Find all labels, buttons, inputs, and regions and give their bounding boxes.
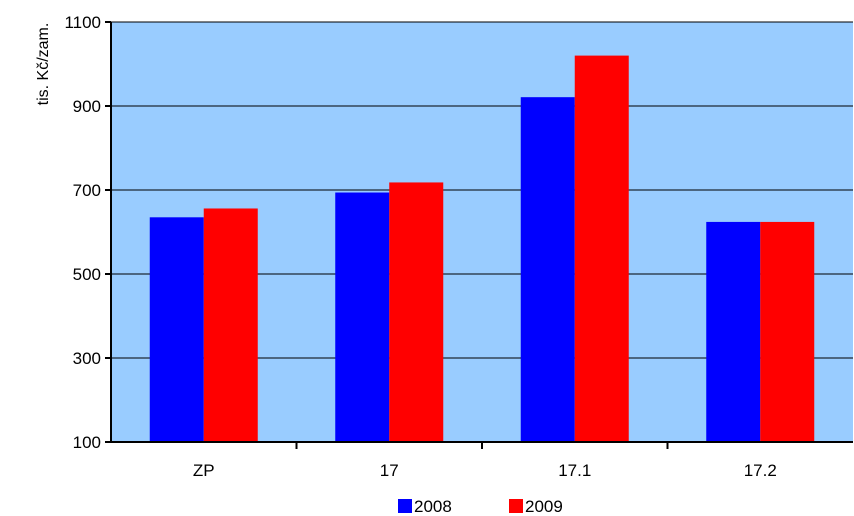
legend: 2008 2009 — [398, 497, 563, 516]
legend-swatch-2009 — [509, 499, 523, 513]
y-tick-label: 900 — [73, 97, 101, 116]
legend-label-2009: 2009 — [525, 497, 563, 516]
bar-2008-17.1 — [520, 97, 575, 443]
bar-2008-ZP — [149, 217, 204, 442]
bar-2009-17.2 — [760, 221, 815, 442]
x-axis-ticks: ZP 17 17.1 17.2 — [193, 442, 777, 480]
x-tick-label: 17.1 — [558, 461, 591, 480]
bars — [149, 55, 815, 443]
y-tick-label: 500 — [73, 265, 101, 284]
x-tick-label: ZP — [193, 461, 215, 480]
bar-2009-17.1 — [574, 55, 629, 442]
legend-swatch-2008 — [398, 499, 412, 513]
y-tick-label: 300 — [73, 349, 101, 368]
x-tick-label: 17.2 — [744, 461, 777, 480]
y-axis-ticks: 100 300 500 700 900 1100 — [64, 13, 111, 452]
bar-2009-ZP — [203, 208, 258, 442]
bar-2008-17.2 — [706, 221, 761, 442]
y-tick-label: 700 — [73, 181, 101, 200]
y-tick-label: 100 — [73, 433, 101, 452]
bar-2009-17 — [389, 182, 444, 442]
y-axis-title: tis. Kč/zam. — [35, 23, 52, 106]
y-tick-label: 1100 — [64, 13, 101, 32]
legend-label-2008: 2008 — [414, 497, 452, 516]
bar-2008-17 — [335, 192, 390, 442]
x-tick-label: 17 — [380, 461, 399, 480]
